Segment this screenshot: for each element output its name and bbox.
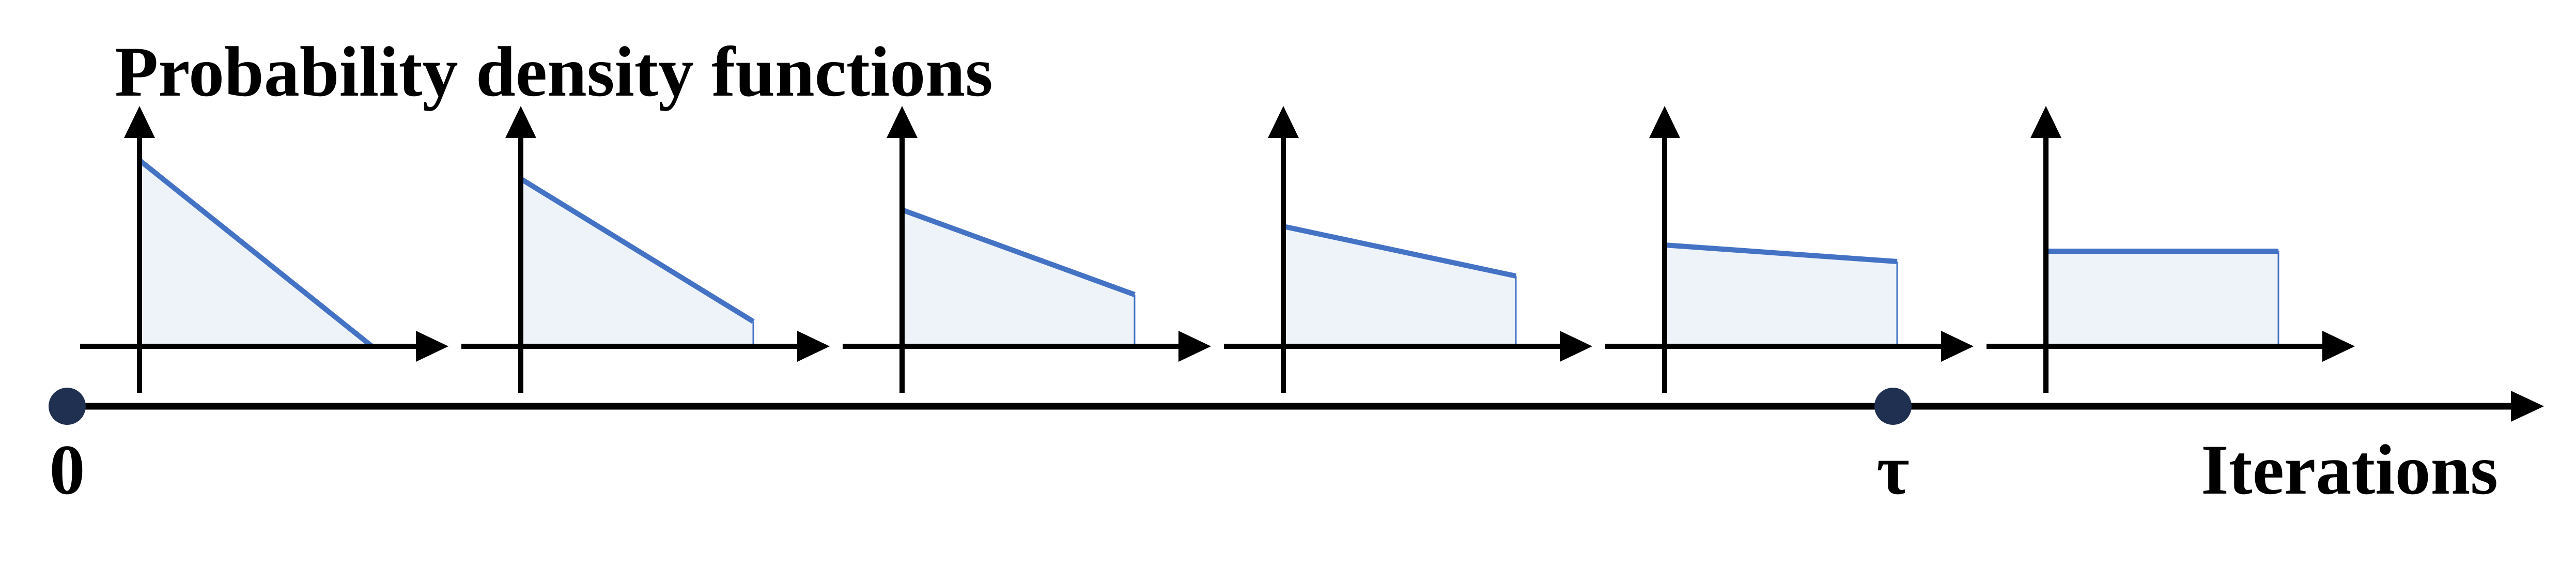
density-panel-3 [843, 106, 1211, 393]
panel-y-arrowhead [2030, 106, 2061, 138]
density-curve [901, 207, 1136, 297]
iterations-timeline: 0 τ Iterations [49, 388, 2544, 509]
origin-label: 0 [50, 430, 85, 509]
density-fill [2046, 251, 2278, 346]
panel-x-arrowhead [2322, 331, 2355, 362]
origin-marker [49, 388, 86, 425]
density-fill [521, 179, 753, 346]
panel-x-arrowhead [1560, 331, 1592, 362]
density-panels [80, 106, 2355, 393]
panel-x-arrowhead [1178, 331, 1211, 362]
panel-y-arrowhead [1649, 106, 1680, 138]
density-curve [137, 158, 374, 348]
panel-y-arrowhead [124, 106, 155, 138]
density-panel-1 [80, 106, 448, 393]
density-panel-5 [1605, 106, 1974, 393]
diagram-title: Probability density functions [115, 32, 993, 111]
density-curve [1282, 224, 1517, 279]
panel-y-arrowhead [1268, 106, 1299, 138]
density-fill [1283, 226, 1516, 346]
panel-x-arrowhead [416, 331, 448, 362]
tau-label: τ [1876, 430, 1910, 509]
density-panel-2 [461, 106, 830, 393]
density-curve [1664, 242, 1898, 264]
density-panel-4 [1224, 106, 1592, 393]
density-panel-6 [1987, 106, 2355, 393]
panel-x-arrowhead [1941, 331, 1974, 362]
density-fill [1665, 245, 1897, 346]
density-curve [519, 176, 755, 324]
tau-marker [1874, 388, 1912, 425]
panel-y-arrowhead [887, 106, 918, 138]
timeline-arrowhead [2511, 391, 2544, 422]
panel-x-arrowhead [797, 331, 830, 362]
panel-y-arrowhead [505, 106, 536, 138]
density-fill [902, 210, 1135, 346]
iterations-label: Iterations [2201, 430, 2498, 509]
